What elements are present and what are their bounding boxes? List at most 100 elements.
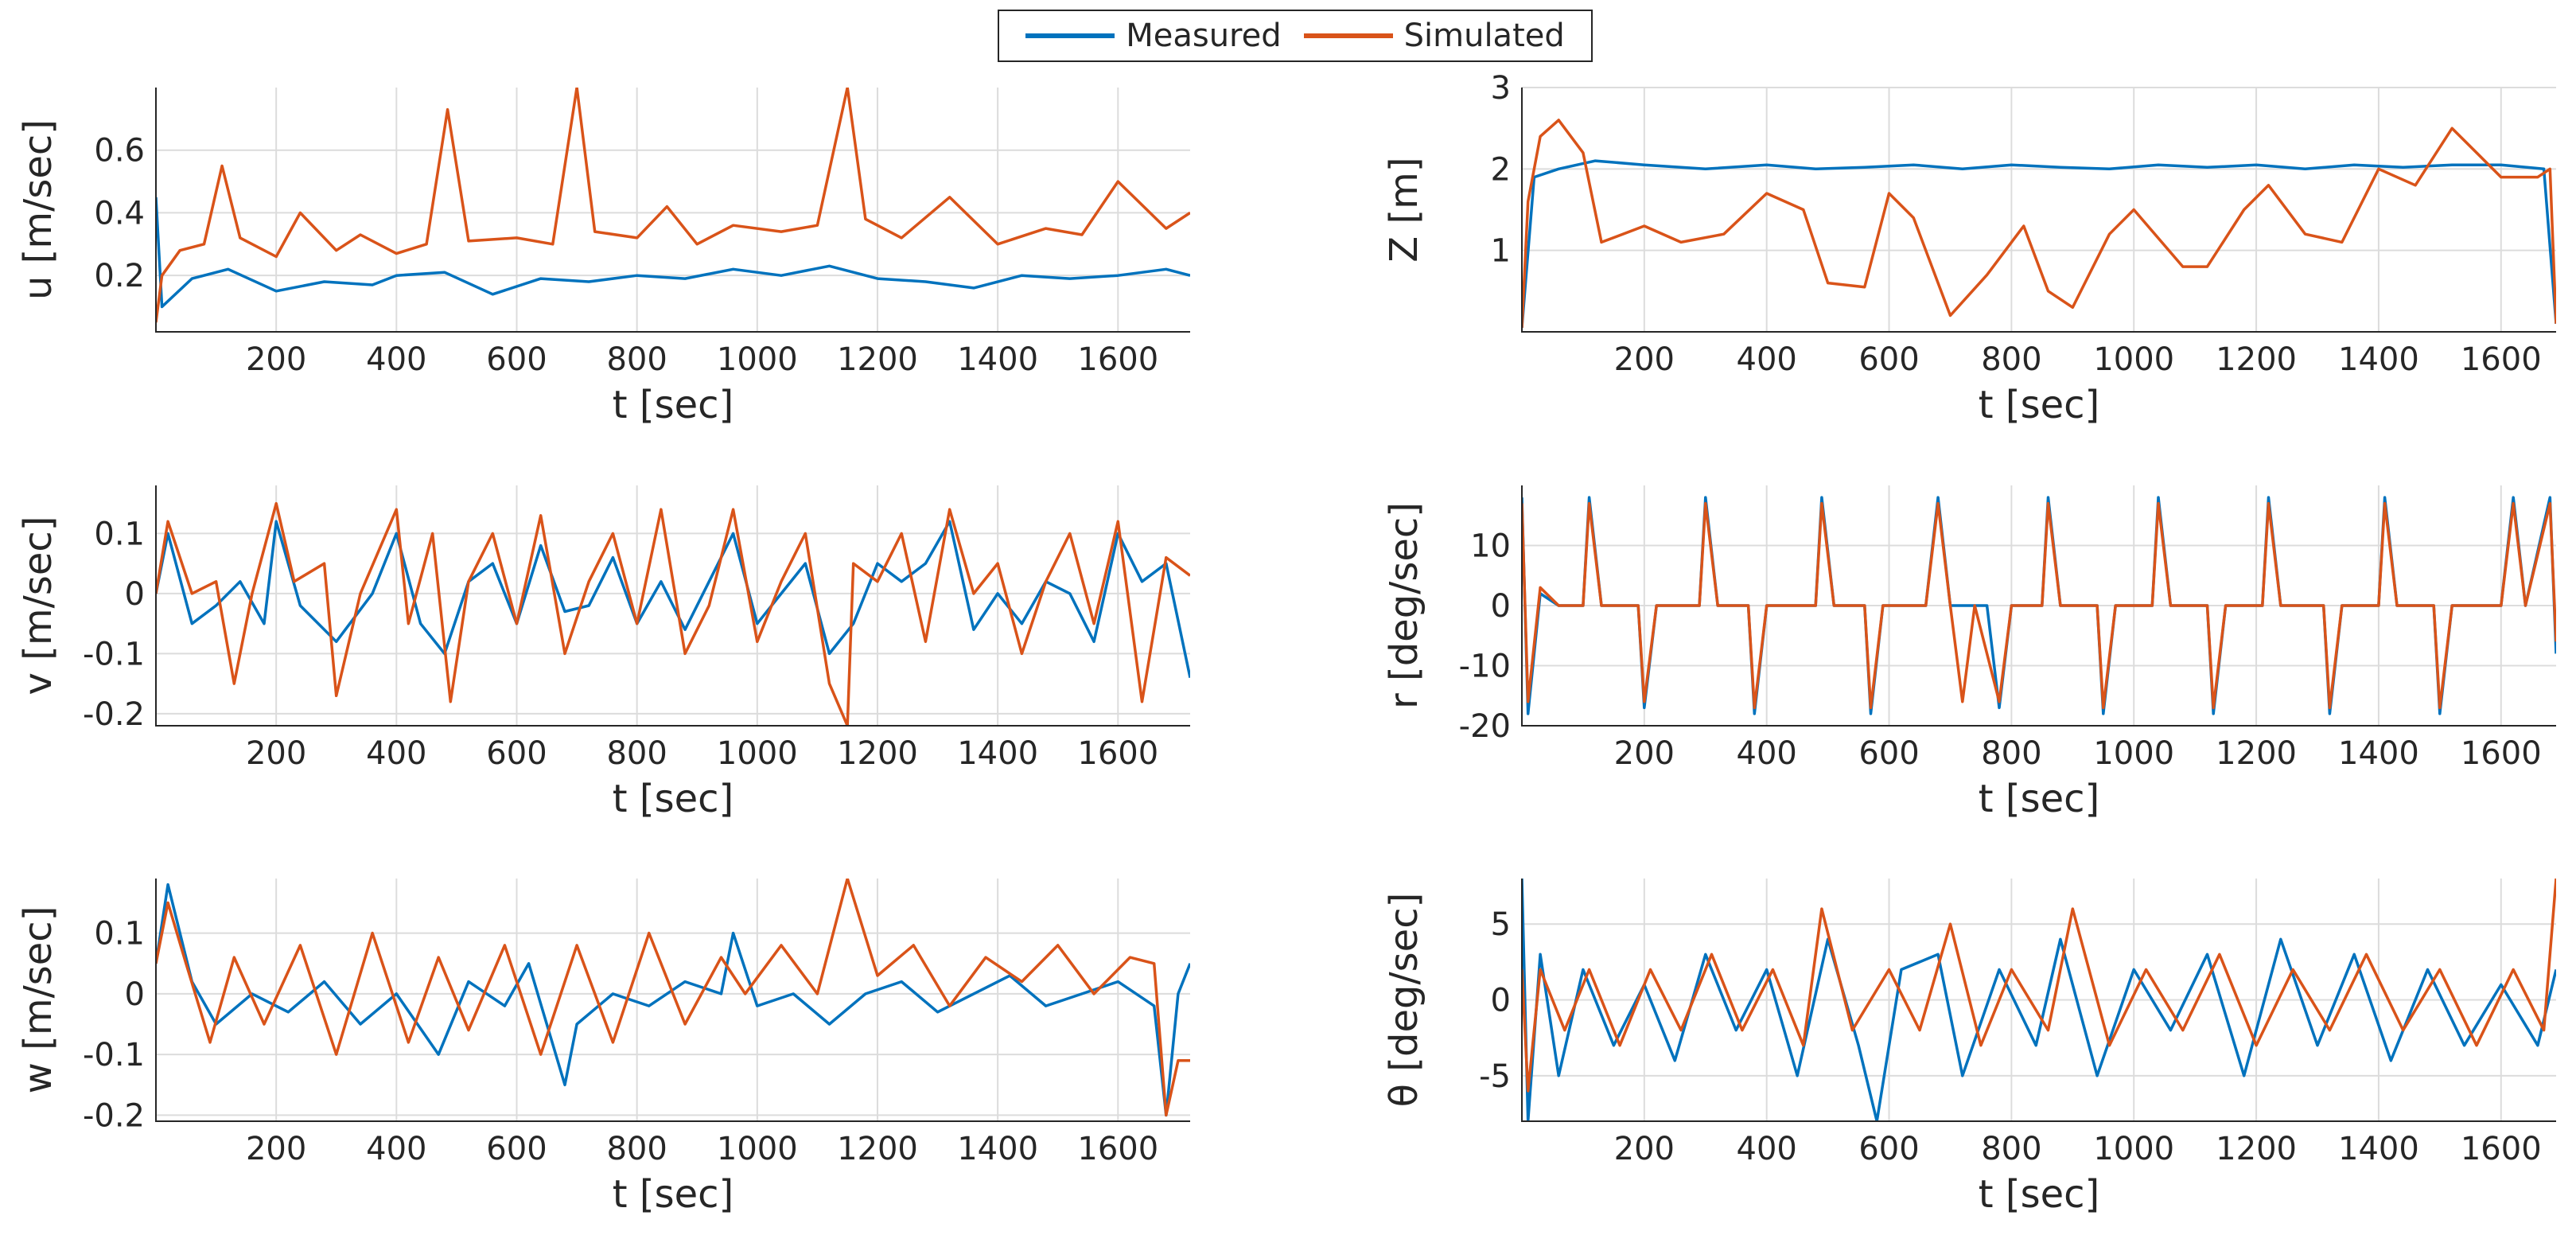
xtick-label: 600 [1858,735,1919,772]
ytick-label: 10 [1470,528,1511,565]
xtick-label: 1600 [1077,1131,1158,1167]
series-theta-simulated [1522,879,2556,1093]
xtick-label: 1400 [957,341,1038,378]
xtick-label: 200 [246,1131,306,1167]
xlabel-r: t [sec] [1979,777,2099,821]
xtick-label: 1200 [2216,735,2297,772]
ytick-label: 0.1 [94,916,145,953]
axes-u [155,88,1190,333]
legend-swatch-simulated [1303,33,1393,38]
panel-v: 200 400 600 800 1000 1200 1400 1600 -0.2 -0.1 0 0.1… [16,485,1190,821]
panel-w: 200 400 600 800 1000 1200 1400 1600 -0.2 -0.1 0 0.1… [16,879,1190,1217]
xtick-label: 1200 [837,735,918,772]
ytick-label: 1 [1491,233,1511,270]
xtick-label: 1600 [1077,735,1158,772]
ytick-label: 0.2 [94,258,145,294]
ytick-label: -0.1 [83,1037,145,1073]
ylabel-v: v [m/sec] [16,516,60,695]
series-r-simulated [1522,501,2556,710]
axes-v [155,485,1190,727]
axes-Z [1521,88,2556,333]
xtick-label: 1400 [957,1131,1038,1167]
ytick-label: 0.4 [94,195,145,232]
ylabel-Z: Z [m] [1382,157,1426,262]
xtick-label: 200 [1614,735,1675,772]
legend: Measured Simulated [998,10,1593,62]
panel-u: 200 400 600 800 1000 1200 1400 1600 0.2 0.4 0.6 t [… [16,88,1190,427]
ytick-label: 0.6 [94,133,145,169]
xtick-label: 1000 [717,341,798,378]
xtick-label: 1000 [2093,735,2174,772]
legend-swatch-measured [1025,33,1115,38]
ytick-label: 0 [1491,588,1511,625]
series-theta-measured [1522,879,2556,1121]
ylabel-theta: θ [deg/sec] [1382,893,1426,1108]
ytick-label: 0 [125,576,145,613]
ytick-label: 0.1 [94,516,145,552]
ytick-label: -0.2 [83,696,145,733]
xtick-label: 800 [1981,735,2041,772]
ylabel-u: u [m/sec] [16,119,60,300]
xtick-label: 200 [1614,1131,1675,1167]
series-u-measured [156,197,1190,309]
series-w-simulated [156,879,1190,1117]
xtick-label: 1200 [2216,1131,2297,1167]
series-Z-measured [1522,159,2556,329]
ytick-label: 2 [1491,151,1511,188]
xtick-label: 800 [606,1131,667,1167]
xtick-label: 1600 [2461,1131,2542,1167]
xtick-label: 1600 [1077,341,1158,378]
legend-label-measured: Measured [1126,18,1282,54]
xtick-label: 1000 [2093,1131,2174,1167]
legend-entry-simulated: Simulated [1303,18,1565,54]
xtick-label: 800 [1981,1131,2041,1167]
xtick-label: 1600 [2461,735,2542,772]
xtick-label: 1400 [957,735,1038,772]
xtick-label: 1400 [2338,341,2419,378]
ylabel-w: w [m/sec] [16,906,60,1094]
xtick-label: 200 [1614,341,1675,378]
xtick-label: 1000 [2093,341,2174,378]
xtick-label: 400 [366,1131,426,1167]
series-u-simulated [156,88,1190,323]
xtick-label: 600 [486,735,547,772]
panel-theta: 200 400 600 800 1000 1200 1400 1600 -5 0 5 t [sec] θ… [1382,879,2556,1217]
xtick-label: 600 [1858,1131,1919,1167]
xtick-label: 800 [606,735,667,772]
xtick-label: 1200 [837,341,918,378]
xtick-label: 800 [606,341,667,378]
axes-w [155,879,1190,1122]
ytick-label: -5 [1479,1058,1511,1095]
ytick-label: -10 [1459,649,1511,685]
xtick-label: 1400 [2338,735,2419,772]
panel-Z: 200 400 600 800 1000 1200 1400 1600 1 2 3 t [sec] Z … [1382,70,2556,427]
ylabel-r: r [deg/sec] [1382,502,1426,709]
series-Z-simulated [1522,119,2556,328]
xtick-label: 400 [1737,341,1797,378]
xtick-label: 600 [486,341,547,378]
xtick-label: 400 [1737,1131,1797,1167]
xlabel-w: t [sec] [613,1172,733,1217]
legend-label-simulated: Simulated [1403,18,1565,54]
xtick-label: 400 [1737,735,1797,772]
xlabel-theta: t [sec] [1979,1172,2099,1217]
ytick-label: 3 [1491,70,1511,107]
xtick-label: 1400 [2338,1131,2419,1167]
xtick-label: 800 [1981,341,2041,378]
xtick-label: 1200 [2216,341,2297,378]
xlabel-u: t [sec] [613,383,733,427]
axes-r [1521,485,2556,727]
xtick-label: 600 [486,1131,547,1167]
xlabel-v: t [sec] [613,777,733,821]
ytick-label: -0.1 [83,636,145,672]
ytick-label: -0.2 [83,1097,145,1134]
xtick-label: 200 [246,735,306,772]
ytick-label: 5 [1491,906,1511,943]
series-v-simulated [156,501,1190,726]
xtick-label: 1000 [717,735,798,772]
xtick-label: 400 [366,735,426,772]
ytick-label: 0 [125,976,145,1013]
ytick-label: -20 [1459,708,1511,745]
xlabel-Z: t [sec] [1979,383,2099,427]
xtick-label: 600 [1858,341,1919,378]
